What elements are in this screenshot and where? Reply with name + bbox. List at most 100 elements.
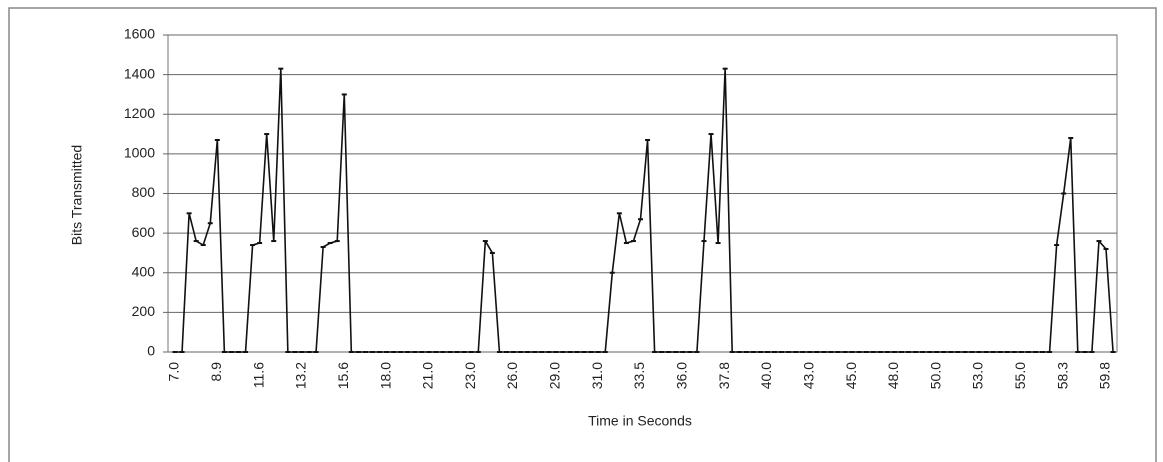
point-marker [1110, 351, 1116, 353]
point-marker [645, 139, 651, 142]
point-marker [377, 351, 383, 353]
point-marker [581, 351, 587, 353]
point-marker [666, 351, 672, 353]
point-marker [884, 351, 890, 353]
point-marker [913, 351, 919, 353]
point-marker [955, 351, 961, 353]
x-tick-label: 8.9 [208, 362, 224, 382]
point-marker [757, 351, 763, 353]
point-marker [313, 351, 319, 353]
point-marker [764, 351, 770, 353]
point-marker [398, 351, 404, 353]
point-marker [221, 351, 227, 353]
point-marker [503, 351, 509, 353]
point-marker [983, 351, 989, 353]
point-marker [1061, 192, 1067, 195]
x-tick-label: 53.0 [970, 362, 986, 389]
x-tick-label: 33.5 [631, 362, 647, 389]
y-tick-label: 1000 [124, 145, 155, 161]
point-marker [652, 351, 658, 353]
x-tick-label: 43.0 [800, 362, 816, 389]
point-marker [1068, 137, 1074, 140]
point-marker [750, 351, 756, 353]
point-marker [285, 351, 291, 353]
point-marker [475, 351, 481, 353]
point-marker [609, 271, 615, 274]
point-marker [673, 351, 679, 353]
y-tick-label: 0 [147, 343, 155, 359]
point-marker [616, 212, 622, 215]
point-marker [962, 351, 968, 353]
point-marker [454, 351, 460, 353]
x-tick-label: 18.0 [377, 362, 393, 389]
x-tick-label: 31.0 [589, 362, 605, 389]
point-marker [772, 351, 778, 353]
x-tick-label: 55.0 [1012, 362, 1028, 389]
point-marker [496, 351, 502, 353]
point-marker [341, 93, 347, 96]
x-tick-label: 15.6 [335, 362, 351, 389]
point-marker [821, 351, 827, 353]
point-marker [814, 351, 820, 353]
point-marker [1018, 351, 1024, 353]
point-marker [207, 222, 213, 225]
point-marker [518, 351, 524, 353]
x-tick-label: 59.8 [1097, 362, 1113, 389]
point-marker [1047, 351, 1053, 353]
point-marker [842, 351, 848, 353]
point-marker [694, 351, 700, 353]
point-marker [828, 351, 834, 353]
point-marker [553, 351, 559, 353]
point-marker [574, 351, 580, 353]
x-tick-label: 36.0 [674, 362, 690, 389]
x-tick-label: 23.0 [462, 362, 478, 389]
x-tick-label: 26.0 [504, 362, 520, 389]
point-marker [567, 351, 573, 353]
x-tick-label: 7.0 [166, 362, 182, 382]
point-marker [412, 351, 418, 353]
point-marker [355, 351, 361, 353]
x-tick-label: 13.2 [293, 362, 309, 389]
point-marker [405, 351, 411, 353]
y-tick-label: 400 [132, 263, 156, 279]
y-tick-label: 1400 [124, 65, 155, 81]
y-tick-label: 1600 [124, 26, 155, 42]
point-marker [715, 242, 721, 245]
y-axis-title: Bits Transmitted [69, 145, 85, 245]
point-marker [1054, 244, 1060, 247]
point-marker [320, 245, 326, 248]
point-marker [348, 351, 354, 353]
point-marker [934, 351, 940, 353]
point-marker [539, 351, 545, 353]
x-tick-label: 21.0 [420, 362, 436, 389]
point-marker [482, 240, 488, 243]
point-marker [1032, 351, 1038, 353]
point-marker [243, 351, 249, 353]
point-marker [546, 351, 552, 353]
point-marker [369, 351, 375, 353]
point-marker [849, 351, 855, 353]
point-marker [1025, 351, 1031, 353]
y-tick-label: 800 [132, 184, 156, 200]
point-marker [786, 351, 792, 353]
point-marker [891, 351, 897, 353]
point-marker [969, 351, 975, 353]
x-tick-label: 45.0 [843, 362, 859, 389]
point-marker [228, 351, 234, 353]
point-marker [426, 351, 432, 353]
point-marker [997, 351, 1003, 353]
point-marker [384, 351, 390, 353]
y-tick-label: 200 [132, 303, 156, 319]
x-tick-label: 50.0 [927, 362, 943, 389]
point-marker [722, 67, 728, 70]
point-marker [440, 351, 446, 353]
data-line [175, 67, 1114, 353]
x-tick-label: 37.8 [716, 362, 732, 389]
point-marker [1040, 351, 1046, 353]
point-marker [708, 133, 714, 136]
point-marker [927, 351, 933, 353]
point-marker [920, 351, 926, 353]
point-marker [906, 351, 912, 353]
point-marker [489, 251, 495, 254]
